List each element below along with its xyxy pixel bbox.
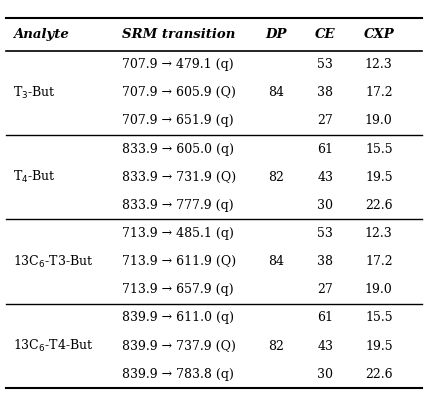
Text: 27: 27 — [318, 283, 333, 296]
Text: Analyte: Analyte — [13, 28, 68, 41]
Text: 84: 84 — [268, 255, 284, 268]
Text: 833.9 → 777.9 (q): 833.9 → 777.9 (q) — [122, 199, 234, 212]
Text: 707.9 → 651.9 (q): 707.9 → 651.9 (q) — [122, 115, 234, 128]
Text: CXP: CXP — [363, 28, 394, 41]
Text: 30: 30 — [317, 199, 333, 212]
Text: 38: 38 — [317, 255, 333, 268]
Text: 84: 84 — [268, 86, 284, 99]
Text: 17.2: 17.2 — [365, 86, 392, 99]
Text: 17.2: 17.2 — [365, 255, 392, 268]
Text: 839.9 → 783.8 (q): 839.9 → 783.8 (q) — [122, 367, 234, 381]
Text: 19.0: 19.0 — [365, 283, 392, 296]
Text: DP: DP — [265, 28, 287, 41]
Text: 82: 82 — [268, 171, 284, 184]
Text: 22.6: 22.6 — [365, 367, 392, 381]
Text: T$_4$-But: T$_4$-But — [13, 169, 56, 185]
Text: 839.9 → 611.0 (q): 839.9 → 611.0 (q) — [122, 311, 234, 324]
Text: 12.3: 12.3 — [365, 58, 392, 71]
Text: 707.9 → 479.1 (q): 707.9 → 479.1 (q) — [122, 58, 234, 71]
Text: 19.0: 19.0 — [365, 115, 392, 128]
Text: 707.9 → 605.9 (Q): 707.9 → 605.9 (Q) — [122, 86, 236, 99]
Text: 61: 61 — [317, 311, 333, 324]
Text: 15.5: 15.5 — [365, 311, 392, 324]
Text: SRM transition: SRM transition — [122, 28, 235, 41]
Text: 43: 43 — [317, 171, 333, 184]
Text: 13C$_6$-T3-But: 13C$_6$-T3-But — [13, 254, 93, 270]
Text: 82: 82 — [268, 340, 284, 353]
Text: 12.3: 12.3 — [365, 227, 392, 240]
Text: 27: 27 — [318, 115, 333, 128]
Text: 713.9 → 611.9 (Q): 713.9 → 611.9 (Q) — [122, 255, 236, 268]
Text: 43: 43 — [317, 340, 333, 353]
Text: 713.9 → 657.9 (q): 713.9 → 657.9 (q) — [122, 283, 234, 296]
Text: 713.9 → 485.1 (q): 713.9 → 485.1 (q) — [122, 227, 234, 240]
Text: 19.5: 19.5 — [365, 171, 392, 184]
Text: 61: 61 — [317, 142, 333, 156]
Text: 53: 53 — [317, 227, 333, 240]
Text: 19.5: 19.5 — [365, 340, 392, 353]
Text: T$_3$-But: T$_3$-But — [13, 85, 56, 101]
Text: 833.9 → 605.0 (q): 833.9 → 605.0 (q) — [122, 142, 234, 156]
Text: 38: 38 — [317, 86, 333, 99]
Text: 53: 53 — [317, 58, 333, 71]
Text: 833.9 → 731.9 (Q): 833.9 → 731.9 (Q) — [122, 171, 236, 184]
Text: 22.6: 22.6 — [365, 199, 392, 212]
Text: CE: CE — [315, 28, 336, 41]
Text: 15.5: 15.5 — [365, 142, 392, 156]
Text: 13C$_6$-T4-But: 13C$_6$-T4-But — [13, 338, 93, 354]
Text: 30: 30 — [317, 367, 333, 381]
Text: 839.9 → 737.9 (Q): 839.9 → 737.9 (Q) — [122, 340, 236, 353]
